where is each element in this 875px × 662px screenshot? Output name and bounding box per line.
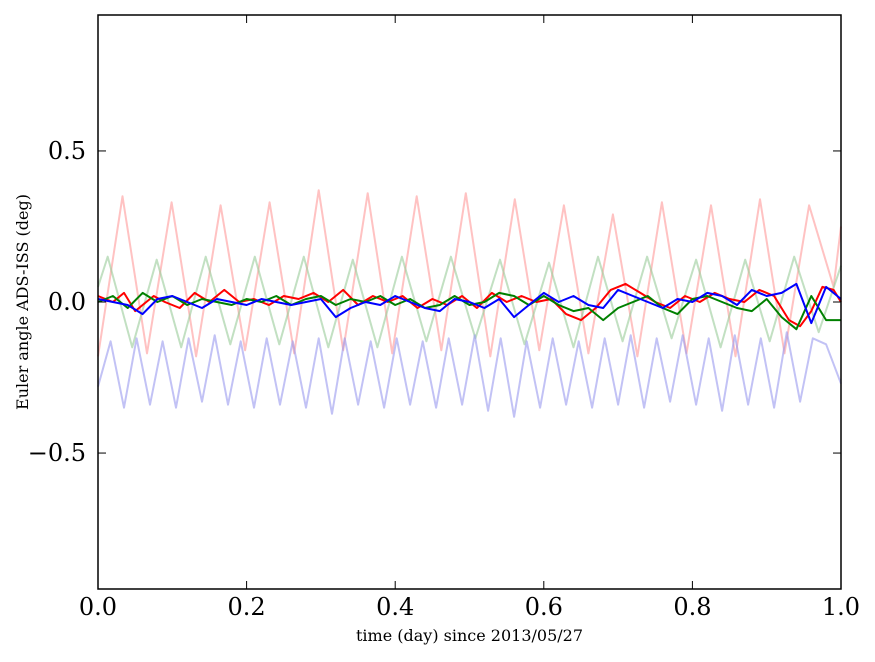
- series-layer: [97, 189, 842, 418]
- series-line-6: [97, 282, 842, 325]
- y-tick-label: 0.5: [48, 137, 86, 165]
- series-line-3: [97, 331, 842, 418]
- x-tick-label: 0.4: [376, 593, 414, 621]
- tick-layer: 0.0 0.2 0.4 0.6 0.8 1.0 −0.5 0.0 0.5: [28, 15, 860, 621]
- x-tick-label: 0.0: [79, 593, 117, 621]
- x-tick-label: 0.8: [673, 593, 711, 621]
- y-tick-label: 0.0: [48, 288, 86, 316]
- y-tick-label: −0.5: [28, 439, 86, 467]
- series-line-5: [97, 291, 841, 331]
- series-line-1: [97, 189, 842, 358]
- x-axis-title: time (day) since 2013/05/27: [356, 626, 583, 645]
- x-tick-label: 0.2: [228, 593, 266, 621]
- x-tick-label: 0.6: [525, 593, 563, 621]
- y-axis-title: Euler angle ADS-ISS (deg): [13, 194, 32, 410]
- x-tick-label: 1.0: [822, 593, 860, 621]
